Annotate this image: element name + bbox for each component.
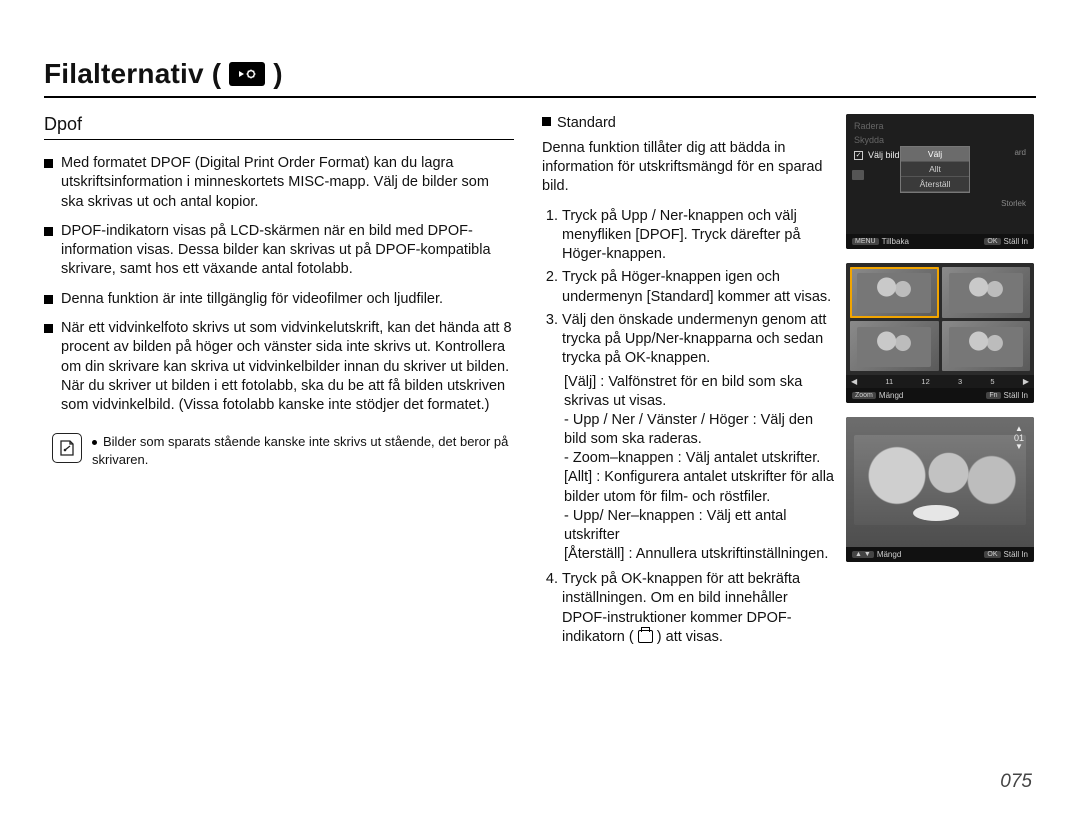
playback-settings-icon [229, 62, 265, 86]
right-arrow-icon: ▶ [1023, 377, 1029, 386]
dot-icon [92, 440, 97, 445]
cake-placeholder [913, 505, 959, 521]
lcd-column: Radera Skydda ✓ Välj bild Välj Allt Åters… [846, 114, 1036, 651]
lcd-footer: ▲ ▼Mängd OK Ställ In [846, 547, 1034, 562]
note-body: Bilder som sparats stående kanske inte s… [92, 434, 508, 467]
note-icon [52, 433, 82, 463]
strip-num: 12 [921, 377, 929, 386]
lcd-right-label: ard [1014, 148, 1026, 157]
title-text: Filalternativ ( [44, 58, 221, 90]
popup-item: Allt [901, 162, 969, 177]
lcd-menu-label: Välj bild [868, 150, 900, 160]
left-arrow-icon: ◀ [851, 377, 857, 386]
checkbox-icon: ✓ [854, 151, 863, 160]
bullet-item: När ett vidvinkelfoto skrivs ut som vidv… [44, 319, 514, 415]
dpof-heading: Dpof [44, 114, 514, 135]
footer-left: Mängd [879, 391, 903, 400]
lcd-footer: MENUTillbaka OK Ställ In [846, 234, 1034, 249]
bullet-text: DPOF-indikatorn visas på LCD-skärmen när… [61, 222, 514, 280]
lcd-number-strip: ◀ 11 12 3 5 ▶ [846, 375, 1034, 388]
lcd-menu-screenshot: Radera Skydda ✓ Välj bild Välj Allt Åters… [846, 114, 1034, 249]
ok-badge: OK [984, 551, 1000, 558]
lcd-storlek-label: Storlek [1001, 199, 1026, 208]
step-item: Tryck på Höger-knappen igen och undermen… [562, 268, 836, 307]
step-item: Välj den önskade undermenyn genom att tr… [562, 311, 836, 369]
title-close: ) [273, 58, 283, 90]
standard-line: Standard [542, 114, 836, 133]
thumbnail [942, 267, 1031, 318]
printer-icon [638, 630, 653, 643]
footer-right: Ställ In [1004, 237, 1028, 246]
step4-b: ) att visas. [657, 629, 723, 645]
bullet-text: Med formatet DPOF (Digital Print Order F… [61, 154, 514, 212]
subheading-rule [44, 139, 514, 140]
thumbnail [850, 321, 939, 372]
footer-right: Ställ In [1004, 391, 1028, 400]
page-number: 075 [1000, 771, 1032, 793]
thumbnail-selected [850, 267, 939, 318]
option-allt: [Allt] : Konfigurera antalet utskrifter … [542, 468, 836, 506]
note-box: Bilder som sparats stående kanske inte s… [44, 433, 514, 468]
option-udlr: - Upp / Ner / Vänster / Höger : Välj den… [542, 411, 836, 449]
option-reset: [Återställ] : Annullera utskriftinställn… [542, 545, 836, 564]
step-item: Tryck på OK-knappen för att bekräfta ins… [562, 570, 836, 647]
right-text: Standard Denna funktion tillåter dig att… [542, 114, 836, 651]
popup-item-selected: Välj [901, 147, 969, 162]
bullet-text: När ett vidvinkelfoto skrivs ut som vidv… [61, 319, 514, 415]
footer-right: Ställ In [1004, 550, 1028, 559]
footer-left: Tillbaka [882, 237, 909, 246]
strip-num: 5 [990, 377, 994, 386]
square-bullet-icon [44, 227, 53, 236]
strip-num: 3 [958, 377, 962, 386]
strip-num: 11 [885, 377, 893, 386]
standard-label: Standard [557, 115, 616, 131]
popup-item: Återställ [901, 177, 969, 192]
down-arrow-icon: ▼ [1014, 443, 1024, 451]
lcd-photo-screenshot: ▲ 01 ▼ ▲ ▼Mängd OKStäll In [846, 417, 1034, 562]
thumbnail [942, 321, 1031, 372]
ok-badge: OK [984, 238, 1000, 245]
title-rule [44, 96, 1036, 98]
manual-page: Filalternativ ( ) Dpof Med formatet DPOF… [0, 0, 1080, 815]
lcd-popup: Välj Allt Återställ [900, 146, 970, 193]
bullet-item: Denna funktion är inte tillgänglig för v… [44, 290, 514, 309]
steps-list: Tryck på Upp / Ner-knappen och välj meny… [542, 207, 836, 369]
bullet-list: Med formatet DPOF (Digital Print Order F… [44, 154, 514, 415]
lcd-thumbnails-screenshot: ◀ 11 12 3 5 ▶ ZoomMängd Fn Ställ In [846, 263, 1034, 403]
step-item: Tryck på Upp / Ner-knappen och välj meny… [562, 207, 836, 265]
option-zoom: - Zoom–knappen : Välj antalet utskrifter… [542, 449, 836, 468]
fn-badge: Fn [986, 392, 1000, 399]
square-bullet-icon [542, 117, 551, 126]
bullet-item: Med formatet DPOF (Digital Print Order F… [44, 154, 514, 212]
lcd-menu-muted: Skydda [854, 134, 1026, 148]
two-column-layout: Dpof Med formatet DPOF (Digital Print Or… [44, 114, 1036, 651]
arrows-badge: ▲ ▼ [852, 551, 874, 558]
square-bullet-icon [44, 324, 53, 333]
standard-desc: Denna funktion tillåter dig att bädda in… [542, 139, 836, 196]
option-valj: [Välj] : Valfönstret för en bild som ska… [542, 373, 836, 411]
footer-left: Mängd [877, 550, 901, 559]
right-column: Standard Denna funktion tillåter dig att… [542, 114, 1036, 651]
bullet-text: Denna funktion är inte tillgänglig för v… [61, 290, 443, 309]
lcd-footer: ZoomMängd Fn Ställ In [846, 388, 1034, 403]
page-title: Filalternativ ( ) [44, 58, 1036, 90]
left-column: Dpof Med formatet DPOF (Digital Print Or… [44, 114, 514, 651]
print-counter: ▲ 01 ▼ [1014, 425, 1024, 451]
up-arrow-icon: ▲ [1014, 425, 1024, 433]
bullet-item: DPOF-indikatorn visas på LCD-skärmen när… [44, 222, 514, 280]
square-bullet-icon [44, 159, 53, 168]
steps-list-cont: Tryck på OK-knappen för att bekräfta ins… [542, 570, 836, 647]
option-updown: - Upp/ Ner–knappen : Välj ett antal utsk… [542, 507, 836, 545]
zoom-badge: Zoom [852, 392, 876, 399]
menu-badge: MENU [852, 238, 879, 245]
lcd-menu-muted: Radera [854, 120, 1026, 134]
note-text: Bilder som sparats stående kanske inte s… [92, 433, 514, 468]
dpof-side-icon [852, 170, 864, 180]
square-bullet-icon [44, 295, 53, 304]
